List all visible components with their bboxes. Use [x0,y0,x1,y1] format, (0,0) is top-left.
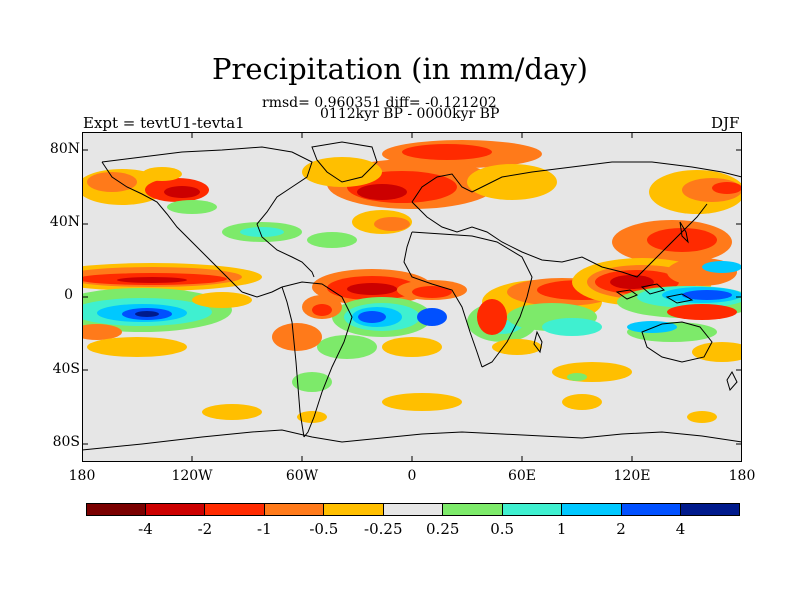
rmsd-diff-stats: rmsd= 0.960351 diff= -0.121202 [262,95,497,111]
map-frame [82,132,742,462]
lon-label-120w: 120W [171,468,213,484]
lon-label-0: 0 [407,468,417,484]
season-label: DJF [711,114,740,132]
anomaly-field [82,140,742,423]
colorbar-swatch [621,503,682,516]
lon-label-180e: 180 [728,468,756,484]
colorbar-swatch [383,503,444,516]
lat-label-40s: 40S [52,361,80,377]
colorbar-swatch [264,503,325,516]
colorbar-swatch [681,503,741,516]
colorbar [86,503,741,516]
coastlines [82,141,742,451]
colorbar-swatch [443,503,503,516]
colorbar-swatch [562,503,622,516]
colorbar-label: -1 [257,520,272,538]
lon-label-120e: 120E [613,468,651,484]
colorbar-label: -4 [138,520,153,538]
lon-label-180w: 180 [68,468,96,484]
lat-label-80s: 80S [52,434,80,450]
lon-label-60w: 60W [285,468,319,484]
precipitation-map [82,132,742,462]
lat-label-40n: 40N [49,214,80,230]
colorbar-label: 4 [675,520,686,538]
colorbar-label: 2 [616,520,626,538]
lat-label-80n: 80N [49,141,80,157]
colorbar-label: -0.5 [309,520,339,538]
lon-label-60e: 60E [507,468,537,484]
colorbar-swatch [86,503,146,516]
colorbar-swatch [324,503,384,516]
colorbar-swatch [145,503,206,516]
time-period-label: 0112kyr BP - 0000kyr BP [320,106,500,122]
colorbar-label: 1 [556,520,567,538]
colorbar-swatch [205,503,265,516]
colorbar-label: 0.5 [490,520,515,538]
colorbar-label: -0.25 [364,520,403,538]
colorbar-label: -2 [197,520,213,538]
colorbar-label: 0.25 [426,520,460,538]
experiment-label: Expt = tevtU1-tevta1 [83,114,245,132]
lat-label-equator: 0 [64,287,73,303]
colorbar-swatch [502,503,563,516]
plot-title: Precipitation (in mm/day) [212,52,588,86]
